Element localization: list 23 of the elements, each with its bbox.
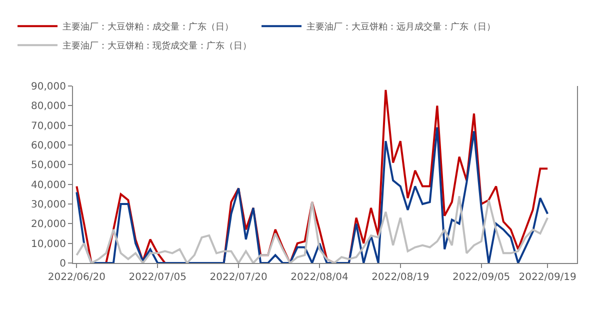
x-tick-label: 2022/08/04 <box>290 272 348 283</box>
y-tick-label: 20,000 <box>31 219 66 230</box>
y-tick-label: 60,000 <box>31 140 66 152</box>
line-series <box>76 195 549 263</box>
y-tick-label: 90,000 <box>31 82 66 92</box>
y-tick-label: 80,000 <box>31 101 66 112</box>
legend-label: 主要油厂：大豆饼粕：成交量：广东（日） <box>62 22 234 33</box>
line-series <box>76 126 549 263</box>
y-tick-label: 70,000 <box>31 120 66 132</box>
y-tick-label: 50,000 <box>31 160 66 172</box>
legend-label: 主要油厂：大豆饼粕：现货成交量：广东（日） <box>62 40 252 52</box>
y-tick-label: 0 <box>60 258 66 270</box>
x-tick-label: 2022/08/19 <box>372 272 430 283</box>
y-tick-label: 40,000 <box>31 180 66 191</box>
y-tick-label: 30,000 <box>31 200 66 210</box>
x-tick-label: 2022/06/20 <box>48 272 106 283</box>
x-tick-label: 2022/07/20 <box>210 272 268 283</box>
y-tick-label: 10,000 <box>31 238 66 250</box>
x-tick-label: 2022/07/05 <box>128 272 186 283</box>
line-series <box>76 88 549 263</box>
legend-label: 主要油厂：大豆饼粕：远月成交量：广东（日） <box>306 22 496 33</box>
x-tick-label: 2022/09/19 <box>518 272 576 283</box>
x-tick-label: 2022/09/05 <box>452 272 510 283</box>
